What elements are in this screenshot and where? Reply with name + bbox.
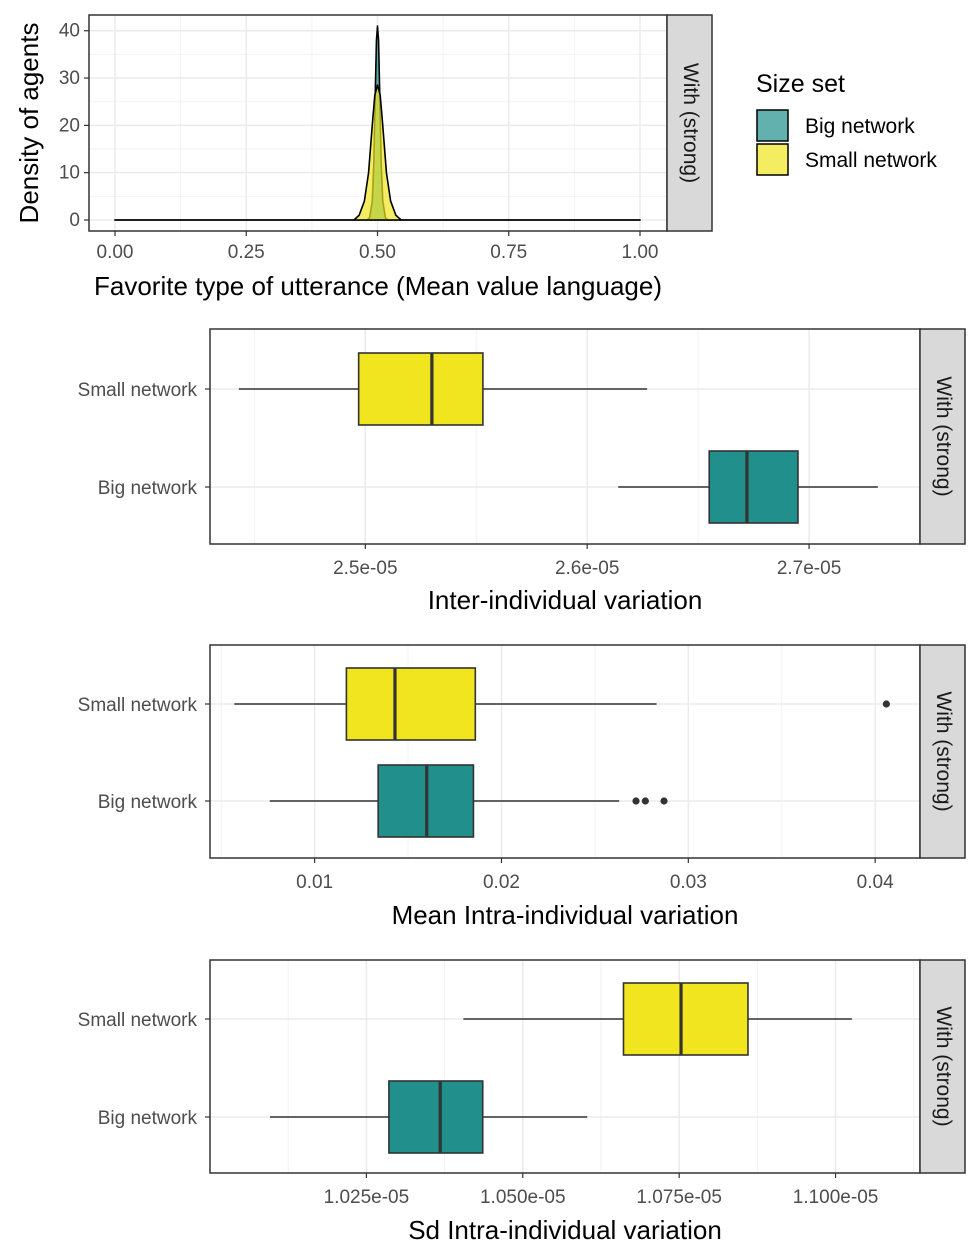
y-tick-label: 0: [69, 210, 80, 231]
facet-strip-0: [666, 14, 713, 232]
legend-title: Size set: [756, 70, 845, 98]
box-big-network: [708, 450, 799, 524]
outlier-point-small-network: [882, 700, 890, 708]
x-tick-label: 0.03: [670, 872, 707, 893]
boxplot-panel-1: 2.5e-05 2.6e-05 2.7e-05 Small network Big ne…: [78, 328, 921, 579]
y-tick-label: 10: [59, 163, 80, 184]
x-tick-label: 1.025e-05: [324, 1187, 410, 1208]
density-panel: 0.00 0.25 0.50 0.75 1.00 0 10 20 30 40: [59, 14, 668, 263]
legend: Size set Big network Small network: [756, 70, 937, 176]
facet-strip-2: [919, 644, 966, 859]
facet-strip-label-2: With (strong): [932, 691, 955, 811]
x-tick-label: 1.00: [622, 242, 659, 263]
facet-strip-3: [919, 959, 966, 1174]
x-tick-label: 0.00: [97, 242, 134, 263]
category-label: Small network: [78, 380, 198, 401]
outlier-point-big-network: [632, 797, 640, 805]
category-label: Big network: [98, 1108, 198, 1129]
outlier-point-big-network: [660, 797, 668, 805]
x-axis-title: Mean Intra-individual variation: [392, 900, 739, 930]
boxplot-panel-2: 0.01 0.02 0.03 0.04 Small network Big network: [78, 644, 921, 893]
category-label: Small network: [78, 1010, 198, 1031]
facet-strip-1: [919, 328, 966, 545]
x-tick-label: 0.75: [490, 242, 527, 263]
panel-border: [209, 328, 921, 545]
category-label: Small network: [78, 695, 198, 716]
y-tick-label: 30: [59, 68, 80, 89]
legend-label-big-network: Big network: [805, 115, 915, 138]
x-tick-label: 2.5e-05: [333, 558, 397, 579]
y-tick-label: 20: [59, 115, 80, 136]
facet-strip-label-3: With (strong): [932, 1006, 955, 1126]
x-axis-title: Favorite type of utterance (Mean value l…: [94, 271, 662, 301]
panel-border: [209, 644, 921, 859]
x-tick-label: 1.100e-05: [793, 1187, 879, 1208]
legend-label-small-network: Small network: [805, 149, 937, 172]
x-tick-label: 0.50: [359, 242, 396, 263]
x-tick-label: 1.075e-05: [636, 1187, 722, 1208]
boxplot-panel-3: 1.025e-05 1.050e-05 1.075e-05 1.100e-05 Smal…: [78, 959, 921, 1208]
legend-key-big-network: [756, 109, 789, 142]
y-axis-title: Density of agents: [14, 23, 44, 224]
category-label: Big network: [98, 478, 198, 499]
x-axis-title: Sd Intra-individual variation: [408, 1215, 722, 1245]
x-tick-label: 0.25: [228, 242, 265, 263]
x-tick-label: 2.7e-05: [777, 558, 841, 579]
box-big-network: [388, 1080, 484, 1154]
x-tick-label: 0.01: [296, 872, 333, 893]
box-small-network: [622, 982, 749, 1056]
x-tick-label: 2.6e-05: [555, 558, 619, 579]
x-tick-label: 0.04: [857, 872, 894, 893]
box-small-network: [357, 352, 484, 426]
x-tick-label: 0.02: [483, 872, 520, 893]
facet-strip-label-0: With (strong): [679, 63, 702, 183]
category-label: Big network: [98, 792, 198, 813]
panel-border: [209, 959, 921, 1174]
box-small-network: [345, 667, 477, 741]
facet-strip-label-1: With (strong): [932, 376, 955, 496]
y-tick-label: 40: [59, 21, 80, 42]
x-tick-label: 1.050e-05: [480, 1187, 566, 1208]
density-area-small-network: [114, 84, 641, 221]
legend-key-small-network: [756, 143, 789, 176]
x-axis-title: Inter-individual variation: [428, 585, 703, 615]
outlier-point-big-network: [641, 797, 649, 805]
